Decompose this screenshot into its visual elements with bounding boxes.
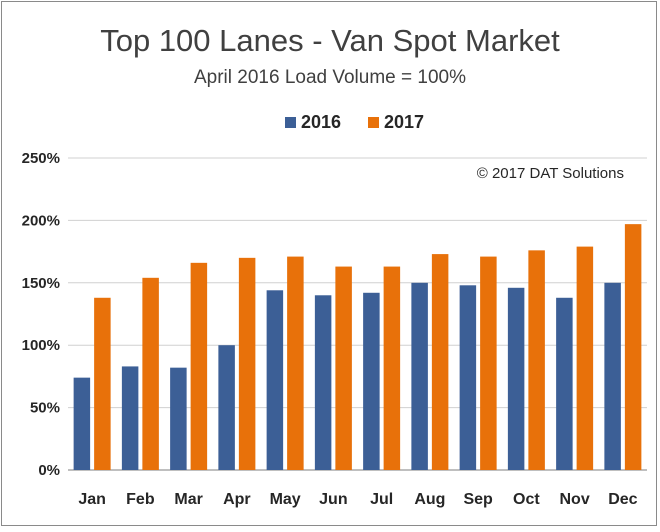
- chart-subtitle: April 2016 Load Volume = 100%: [194, 67, 466, 88]
- gridlines: [68, 157, 647, 471]
- bars: [73, 224, 642, 470]
- x-tick-label: Jan: [78, 491, 106, 508]
- x-tick-label: Jul: [370, 491, 393, 508]
- bar-2017-nov: [576, 246, 594, 470]
- legend-swatch-2017: [368, 117, 379, 128]
- copyright-annotation: © 2017 DAT Solutions: [477, 165, 624, 182]
- y-tick-label: 0%: [38, 462, 60, 479]
- legend: 2016 2017: [285, 112, 424, 132]
- bar-2016-jul: [363, 292, 380, 470]
- x-tick-label: May: [270, 491, 301, 508]
- y-tick-label: 100%: [22, 337, 60, 354]
- bar-2016-mar: [170, 367, 187, 470]
- bar-2017-dec: [624, 224, 642, 470]
- bar-2017-mar: [190, 262, 208, 470]
- bar-2017-jun: [335, 266, 352, 470]
- bar-2016-nov: [556, 297, 573, 470]
- y-axis: 0% 50% 100% 150% 200% 250%: [22, 150, 60, 479]
- bar-2016-jun: [314, 295, 332, 470]
- bar-2016-may: [266, 290, 284, 470]
- x-axis: Jan Feb Mar Apr May Jun Jul Aug Sep Oct Nov Dec: [78, 491, 637, 508]
- bar-2016-jan: [73, 377, 91, 470]
- y-tick-label: 200%: [22, 212, 60, 229]
- y-tick-label: 150%: [22, 275, 60, 292]
- x-tick-label: Nov: [560, 491, 590, 508]
- bar-2017-may: [287, 256, 304, 470]
- legend-swatch-2016: [285, 117, 296, 128]
- chart-title: Top 100 Lanes - Van Spot Market: [100, 23, 560, 58]
- x-tick-label: Oct: [513, 491, 540, 508]
- legend-label-2017: 2017: [384, 112, 424, 132]
- y-tick-label: 250%: [22, 150, 60, 167]
- x-tick-label: Apr: [223, 491, 251, 508]
- bar-2016-feb: [121, 366, 139, 470]
- bar-2017-oct: [528, 250, 545, 470]
- x-tick-label: Aug: [414, 491, 445, 508]
- x-tick-label: Feb: [126, 491, 155, 508]
- x-tick-label: Mar: [174, 491, 202, 508]
- bar-2016-oct: [507, 287, 525, 470]
- y-tick-label: 50%: [30, 400, 60, 417]
- bar-2017-sep: [480, 256, 497, 470]
- bar-2016-sep: [459, 285, 477, 470]
- bar-2017-jan: [94, 297, 111, 470]
- bar-2016-aug: [411, 282, 428, 470]
- bar-2017-apr: [238, 257, 256, 470]
- bar-2017-feb: [142, 277, 159, 470]
- x-tick-label: Sep: [463, 491, 493, 508]
- bar-2017-aug: [431, 254, 449, 470]
- x-tick-label: Dec: [608, 491, 637, 508]
- x-tick-label: Jun: [319, 491, 347, 508]
- bar-2017-jul: [383, 266, 401, 470]
- legend-label-2016: 2016: [301, 112, 341, 132]
- bar-2016-apr: [218, 345, 235, 470]
- bar-2016-dec: [604, 282, 621, 470]
